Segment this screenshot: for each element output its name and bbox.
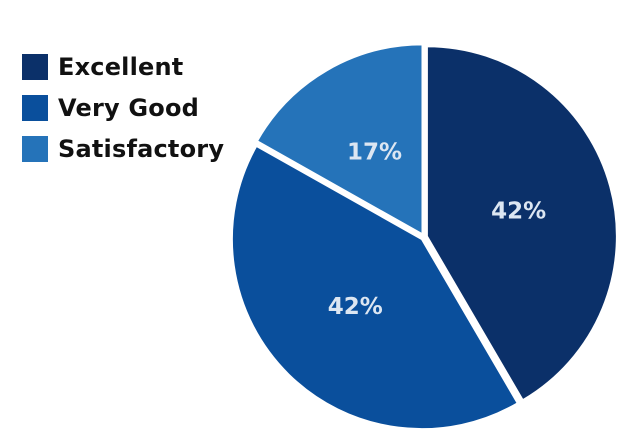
pie-slice-label: 42% (328, 294, 383, 320)
pie-slice-excellent (425, 45, 618, 402)
legend-swatch (22, 94, 48, 121)
legend-label: Excellent (58, 52, 184, 81)
chart-legend: Excellent Very Good Satisfactory (22, 46, 224, 169)
pie-slice-very-good (230, 144, 519, 429)
pie-slice-label: 42% (491, 198, 546, 224)
legend-item-satisfactory: Satisfactory (22, 128, 224, 169)
legend-label: Satisfactory (58, 134, 225, 163)
legend-swatch (22, 135, 48, 162)
legend-item-excellent: Excellent (22, 46, 224, 87)
pie-slice-satisfactory (255, 43, 424, 236)
legend-label: Very Good (58, 93, 200, 122)
pie-slice-label: 17% (347, 139, 402, 165)
legend-swatch (22, 53, 48, 80)
legend-item-very-good: Very Good (22, 87, 224, 128)
